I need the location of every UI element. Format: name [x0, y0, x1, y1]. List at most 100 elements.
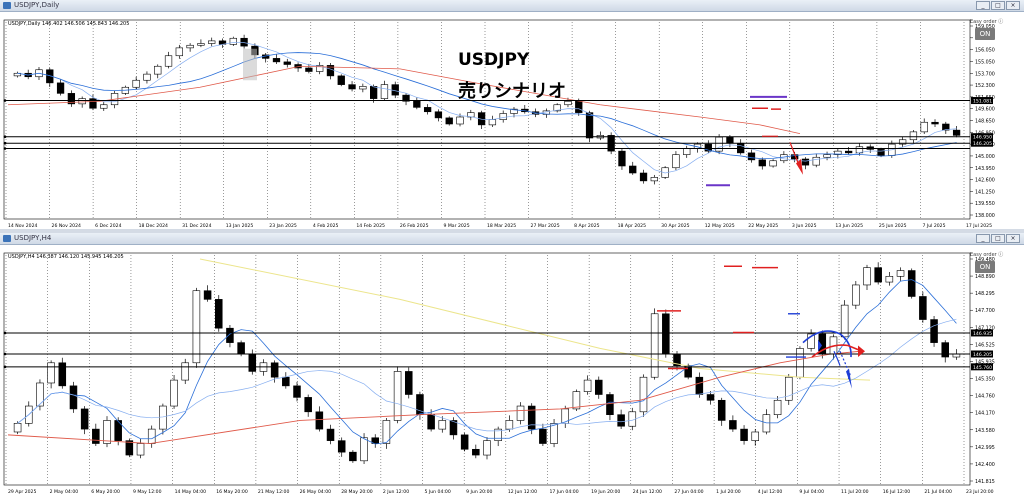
minimize-button[interactable]: _	[976, 234, 990, 243]
x-tick-label: 29 Apr 2025	[8, 489, 36, 495]
candle-body	[717, 399, 726, 421]
candle-body	[159, 405, 167, 430]
x-tick-label: 9 May 12:00	[133, 489, 162, 495]
candle-body	[874, 267, 882, 283]
daily-window-title: USDJPY,Daily	[14, 1, 60, 9]
h4-on-toggle[interactable]: ON	[975, 261, 995, 273]
maximize-button[interactable]: □	[991, 234, 1005, 243]
candle-body	[272, 58, 281, 63]
candle-body	[89, 98, 97, 109]
candle-body	[784, 376, 793, 401]
price-tag-label: 145.760	[973, 365, 992, 371]
candle-body	[695, 376, 704, 395]
h4-titlebar: USDJPY,H4 _ □ ×	[0, 233, 1024, 245]
close-button[interactable]: ×	[1006, 234, 1020, 243]
candle-body	[594, 379, 603, 395]
price-tag-label: 146.205	[973, 141, 992, 147]
price-tag-label: 146.950	[973, 135, 992, 141]
x-tick-label: 25 Jun 2025	[879, 223, 907, 229]
price-tag	[971, 97, 993, 105]
candle-body	[629, 165, 637, 174]
maximize-button[interactable]: □	[991, 1, 1005, 10]
candle-body	[650, 313, 659, 378]
candle-body	[885, 275, 894, 283]
candle-body	[293, 385, 301, 398]
y-tick-label: 159.050	[975, 24, 995, 30]
down-arrow-head	[796, 159, 803, 175]
candle-body	[941, 342, 949, 358]
x-tick-label: 11 Jul 20:00	[841, 489, 869, 495]
candle-body	[706, 394, 715, 401]
x-tick-label: 18 Mar 2025	[487, 223, 516, 229]
x-tick-label: 6 May 20:00	[91, 489, 120, 495]
candle-body	[175, 47, 183, 57]
candle-body	[229, 37, 237, 45]
candle-body	[170, 379, 178, 407]
x-tick-label: 2 Jun 12:00	[383, 489, 409, 495]
candle-body	[920, 121, 928, 133]
scenario-arrow-head-red	[858, 345, 865, 358]
candle-body	[423, 107, 432, 113]
candle-body	[907, 270, 916, 297]
x-tick-label: 18 Apr 2025	[618, 223, 646, 229]
candle-body	[197, 43, 205, 46]
candle-body	[931, 121, 939, 125]
candle-body	[863, 267, 871, 286]
candle-body	[413, 100, 421, 108]
candle-body	[125, 440, 134, 456]
candle-body	[203, 290, 212, 300]
candle-body	[575, 100, 583, 113]
highlight-box	[243, 48, 257, 81]
x-tick-label: 3 Jun 2025	[792, 223, 817, 229]
candle-body	[585, 112, 594, 139]
x-tick-label: 4 Feb 2025	[313, 223, 339, 229]
candle-body	[572, 391, 581, 410]
candle-body	[930, 319, 938, 343]
scenario-curve-red	[811, 344, 863, 358]
candle-body	[337, 440, 346, 453]
x-tick-label: 31 Dec 2024	[182, 223, 211, 229]
x-tick-label: 9 Jun 20:00	[466, 489, 492, 495]
h4-chart-plot[interactable]: USDJPY,H4 146.387 146.120 145.945 146.20…	[0, 245, 1024, 499]
level-anchor-dot	[3, 147, 7, 150]
daily-chart-plot[interactable]: USDJPY,Daily 146.402 146.506 145.843 146…	[0, 12, 1024, 229]
daily-info-text: USDJPY,Daily 146.402 146.506 145.843 146…	[8, 21, 129, 27]
candle-body	[460, 434, 469, 450]
candle-body	[840, 304, 849, 338]
candle-body	[726, 136, 734, 144]
candle-body	[13, 423, 22, 433]
close-button[interactable]: ×	[1006, 1, 1020, 10]
candle-body	[92, 428, 100, 444]
y-tick-label: 141.250	[975, 189, 995, 195]
candle-body	[877, 149, 885, 156]
candle-body	[132, 79, 140, 88]
y-tick-label: 142.400	[975, 462, 995, 468]
candle-body	[919, 296, 927, 320]
x-tick-label: 5 Jun 04:00	[425, 489, 451, 495]
scenario-small-curve	[833, 351, 841, 366]
candle-body	[684, 365, 692, 378]
overlay-subtitle: 売りシナリオ	[458, 81, 566, 102]
x-tick-label: 19 Jun 20:00	[591, 489, 620, 495]
x-tick-label: 8 Apr 2025	[574, 223, 600, 229]
candle-body	[449, 420, 458, 436]
x-tick-label: 9 Jul 04:00	[799, 489, 824, 495]
x-tick-label: 27 Mar 2025	[531, 223, 560, 229]
candle-body	[740, 428, 748, 441]
overlay-title: USDJPY	[458, 50, 530, 70]
x-tick-label: 22 May 2025	[748, 223, 778, 229]
daily-on-toggle[interactable]: ON	[975, 28, 995, 40]
candle-body	[282, 376, 290, 387]
ma-medium-line	[17, 52, 957, 160]
price-tag-label: 146.935	[973, 331, 992, 337]
candle-body	[564, 100, 572, 106]
y-tick-label: 144.170	[975, 411, 995, 417]
minimize-button[interactable]: _	[976, 1, 990, 10]
candle-body	[359, 86, 367, 90]
candle-body	[952, 129, 961, 136]
h4-window-title: USDJPY,H4	[14, 234, 52, 242]
candle-body	[208, 40, 216, 44]
h4-info-text: USDJPY,H4 146.387 146.120 145.945 146.20…	[8, 254, 124, 260]
candle-body	[46, 69, 54, 84]
daily-easy-order-label: Easy order ⓘ	[970, 19, 1004, 25]
